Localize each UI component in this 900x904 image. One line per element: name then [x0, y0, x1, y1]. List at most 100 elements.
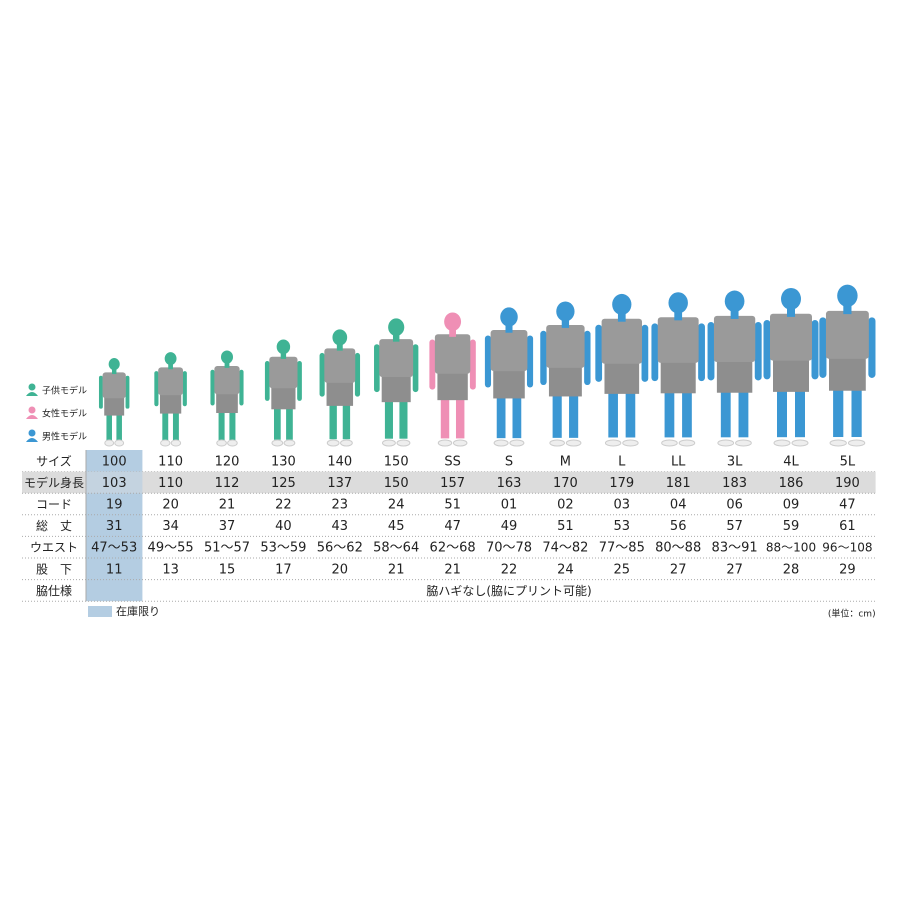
cell: 58〜64 [373, 541, 419, 556]
legend-label: 男性モデル [42, 431, 87, 443]
model-figure [651, 292, 705, 447]
leg [608, 384, 618, 438]
cell: 100 [102, 454, 127, 469]
arm [754, 322, 762, 381]
shoe [493, 439, 509, 447]
cell: 29 [839, 562, 856, 577]
head [500, 307, 518, 327]
leg [682, 384, 692, 438]
cell: 170 [553, 476, 578, 491]
arm [651, 323, 659, 382]
shirt [546, 325, 585, 368]
shoe [661, 439, 678, 447]
shoe [791, 439, 809, 447]
shirt [214, 365, 240, 395]
model-figure [707, 290, 762, 447]
shorts [437, 369, 468, 401]
row-label: 股 下 [36, 562, 72, 576]
shoe [216, 439, 227, 447]
cell: 34 [162, 519, 179, 534]
legend-icon-body [26, 392, 38, 396]
shoe [549, 439, 565, 447]
arm [412, 344, 419, 393]
model-figure [540, 301, 591, 447]
cell: 56 [670, 519, 687, 534]
shoe [717, 439, 735, 447]
cell: 4L [783, 454, 799, 469]
cell: 37 [219, 519, 236, 534]
cell: 179 [609, 476, 634, 491]
neck [449, 326, 456, 337]
leg [720, 383, 731, 438]
arm [763, 320, 771, 380]
cell: 40 [275, 519, 292, 534]
leg [794, 382, 805, 438]
cell: 20 [332, 562, 349, 577]
cell: 53〜59 [260, 541, 306, 556]
shorts [159, 392, 182, 414]
legend-icon-head [28, 383, 36, 391]
head [781, 287, 801, 310]
shoe [452, 439, 468, 447]
neck [111, 367, 117, 375]
model-figure [264, 339, 302, 447]
head [556, 301, 575, 322]
cell: 28 [783, 562, 800, 577]
shorts [326, 379, 354, 406]
neck [392, 331, 400, 342]
arm [264, 361, 270, 401]
head [164, 352, 177, 366]
cell: 77〜85 [599, 541, 645, 556]
cell: 103 [102, 476, 127, 491]
legend-icon-body [26, 415, 38, 419]
arm [429, 339, 436, 390]
shorts [104, 395, 125, 416]
stock-label: 在庫限り [116, 604, 160, 618]
leg [664, 384, 675, 438]
leg [273, 403, 281, 440]
shoe [114, 439, 125, 447]
shirt [490, 329, 528, 372]
cell: 47〜53 [91, 541, 137, 556]
leg [440, 392, 450, 439]
leg [172, 408, 179, 441]
neck [843, 301, 852, 315]
neck [730, 306, 739, 319]
cell: 23 [332, 498, 349, 513]
cell: 01 [501, 498, 518, 513]
row-label: 脇仕様 [36, 584, 72, 598]
legend-icon-body [26, 438, 38, 442]
model-figure [98, 358, 130, 447]
head [108, 358, 120, 371]
cell: 31 [106, 519, 123, 534]
cell: 02 [557, 498, 574, 513]
leg [218, 407, 225, 441]
cell: 47 [839, 498, 856, 513]
cell: 59 [783, 519, 800, 534]
arm [698, 323, 705, 382]
cell: 19 [106, 498, 123, 513]
cell: 25 [614, 562, 631, 577]
model-figure [154, 352, 187, 447]
leg [342, 398, 351, 440]
shoe [170, 439, 182, 447]
shoe [847, 439, 866, 447]
cell: 49〜55 [148, 541, 194, 556]
cell: SS [444, 454, 461, 469]
neck [280, 350, 287, 359]
cell: 80〜88 [655, 541, 701, 556]
cell: 62〜68 [430, 541, 476, 556]
row-label: サイズ [36, 453, 72, 468]
cell: 70〜78 [486, 541, 532, 556]
model-figure [484, 307, 534, 447]
shoe [622, 439, 639, 447]
shirt [158, 367, 184, 396]
shoe [678, 439, 696, 447]
cell: 88〜100 [766, 541, 816, 555]
shoe [340, 439, 353, 447]
cell: 15 [219, 562, 236, 577]
arm [526, 335, 534, 388]
cell: 27 [670, 562, 687, 577]
arm [584, 330, 591, 386]
